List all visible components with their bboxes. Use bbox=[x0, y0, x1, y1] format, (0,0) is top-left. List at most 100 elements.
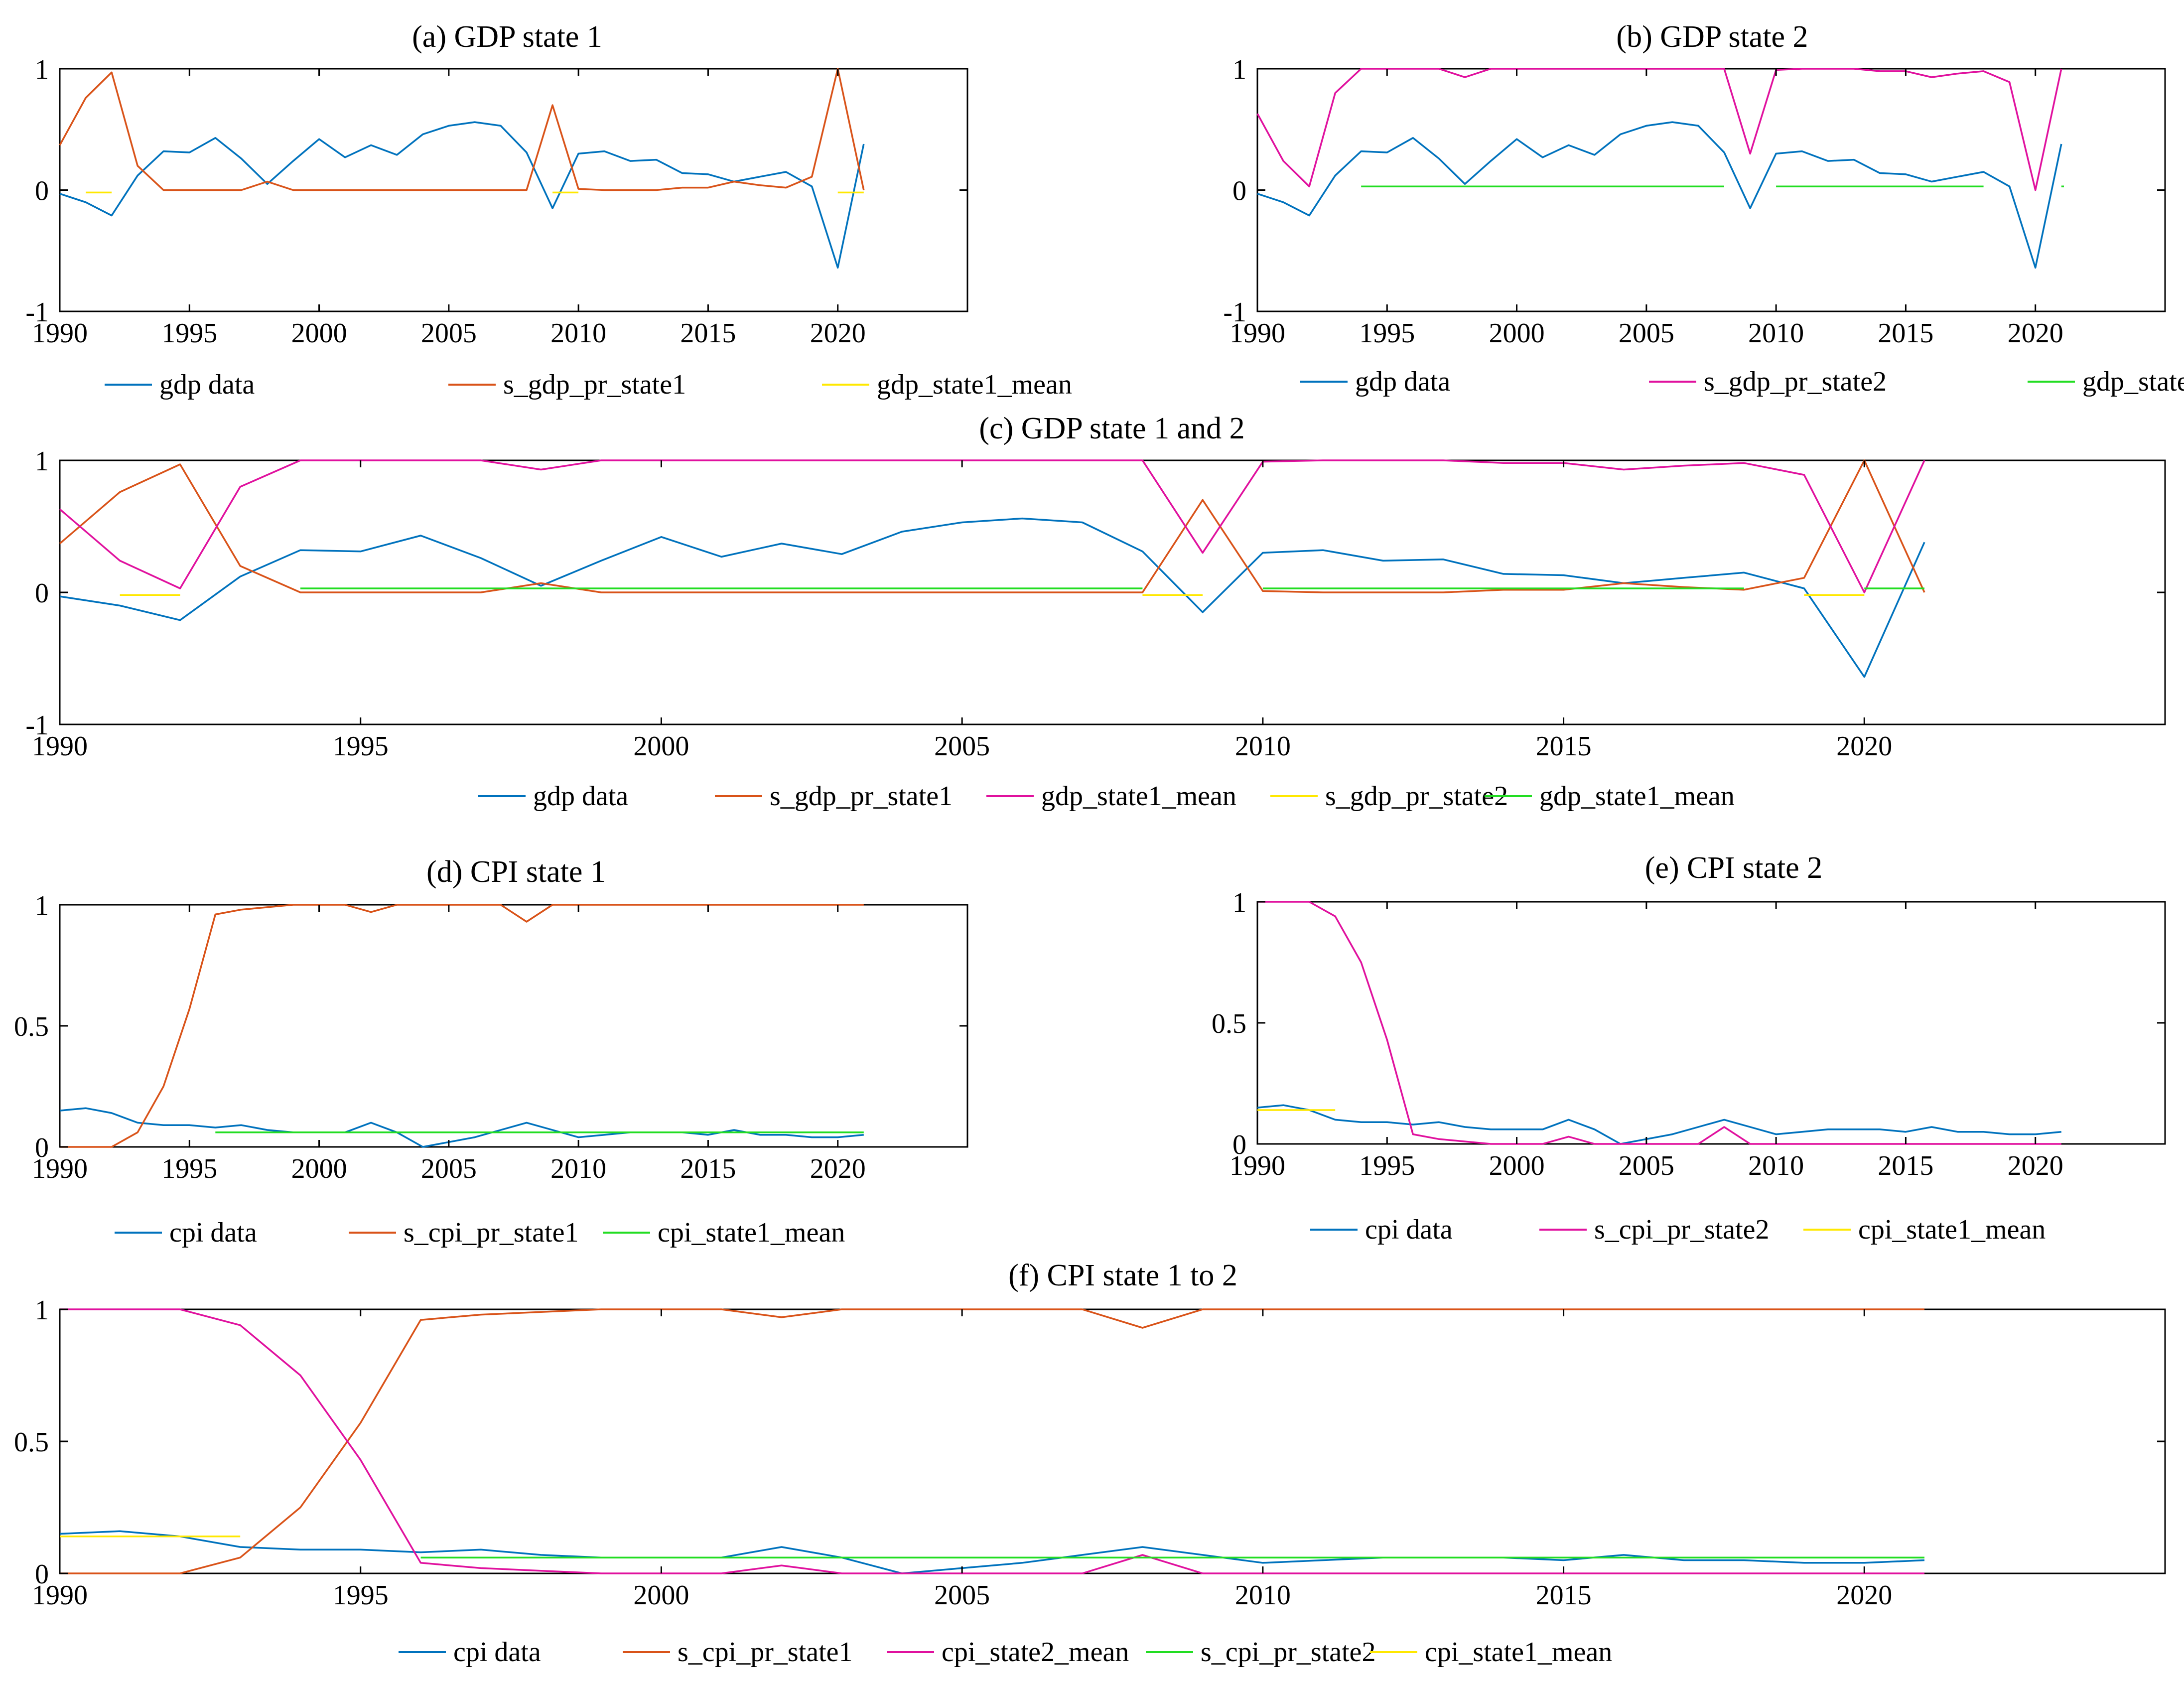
series-line bbox=[59, 459, 1925, 593]
legend-label: s_gdp_pr_state1 bbox=[503, 369, 686, 400]
y-tick-label: -1 bbox=[25, 710, 49, 741]
legend: gdp data s_gdp_pr_state1 gdp_state1_mean s_… bbox=[478, 781, 1735, 812]
x-tick-label: 2005 bbox=[421, 318, 477, 349]
y-tick-label: 0 bbox=[35, 1559, 49, 1590]
axes-box bbox=[1256, 68, 2166, 312]
x-tick-label: 1990 bbox=[32, 1580, 88, 1611]
legend-label: gdp_state1_mean bbox=[877, 369, 1072, 400]
x-tick-label: 1995 bbox=[333, 1580, 389, 1611]
x-tick-label: 2005 bbox=[1619, 1150, 1674, 1181]
y-tick-label: 0 bbox=[1232, 1129, 1246, 1160]
y-tick-label: 0 bbox=[35, 176, 49, 207]
x-tick-label: 2000 bbox=[291, 1153, 347, 1184]
series-line bbox=[60, 1308, 1924, 1574]
x-tick-label: 1995 bbox=[333, 731, 389, 762]
series-line bbox=[60, 904, 864, 1148]
x-tick-label: 2000 bbox=[1489, 1150, 1545, 1181]
panel-title: (f) CPI state 1 to 2 bbox=[1008, 1259, 1237, 1292]
x-axis-ticks: 1990 1995 2000 2005 2010 2015 2020 bbox=[32, 460, 1892, 762]
legend-label: s_cpi_pr_state2 bbox=[1201, 1637, 1375, 1668]
legend-label: cpi data bbox=[169, 1217, 257, 1248]
x-tick-label: 2010 bbox=[1235, 731, 1291, 762]
y-axis-ticks: 1 0 -1 bbox=[1223, 54, 2165, 328]
axes-box bbox=[59, 1308, 2166, 1574]
y-tick-label: 1 bbox=[35, 54, 49, 85]
panel-title: (a) GDP state 1 bbox=[412, 20, 602, 54]
legend: gdp data s_gdp_pr_state2 gdp_state1_mean bbox=[1300, 366, 2184, 397]
x-tick-label: 2015 bbox=[1878, 318, 1933, 349]
series-line bbox=[1257, 901, 2061, 1145]
x-tick-label: 2015 bbox=[1536, 731, 1592, 762]
legend-label: cpi_state1_mean bbox=[1425, 1637, 1612, 1668]
series-line bbox=[59, 459, 1925, 593]
panel-b-gdp-state-2: (b) GDP state 2 1990 1995 2000 2005 2010 2015… bbox=[1223, 20, 2184, 397]
y-tick-label: 0 bbox=[35, 578, 49, 609]
legend-label: s_gdp_pr_state1 bbox=[770, 781, 953, 812]
x-tick-label: 2010 bbox=[1748, 1150, 1804, 1181]
x-tick-label: 1995 bbox=[1359, 1150, 1415, 1181]
panel-title: (e) CPI state 2 bbox=[1645, 851, 1822, 885]
x-tick-label: 2010 bbox=[1235, 1580, 1291, 1611]
axes-box bbox=[59, 904, 968, 1148]
series-line bbox=[59, 68, 865, 191]
y-tick-label: 0 bbox=[1232, 176, 1246, 207]
plot-area bbox=[59, 1308, 1925, 1574]
x-tick-label: 2005 bbox=[934, 1580, 990, 1611]
x-tick-label: 1990 bbox=[1229, 318, 1285, 349]
panel-a-gdp-state-1: (a) GDP state 1 1990 1995 2000 2005 2010 2015… bbox=[25, 20, 1072, 400]
series-line bbox=[59, 121, 865, 269]
legend-label: s_gdp_pr_state2 bbox=[1325, 781, 1508, 812]
plot-area bbox=[1256, 68, 2064, 269]
x-tick-label: 2000 bbox=[633, 1580, 689, 1611]
legend-label: gdp data bbox=[159, 369, 255, 400]
series-line bbox=[1256, 68, 2062, 191]
legend: gdp data s_gdp_pr_state1 gdp_state1_mean bbox=[105, 369, 1072, 400]
x-tick-label: 1995 bbox=[1359, 318, 1415, 349]
legend-label: cpi_state1_mean bbox=[1858, 1214, 2046, 1245]
legend-label: cpi data bbox=[1365, 1214, 1453, 1245]
x-tick-label: 2020 bbox=[2008, 318, 2063, 349]
series-line bbox=[1257, 1104, 2061, 1145]
x-tick-label: 2010 bbox=[550, 318, 606, 349]
series-line bbox=[59, 459, 1925, 593]
x-tick-label: 2015 bbox=[1536, 1580, 1592, 1611]
legend-label: s_cpi_pr_state1 bbox=[404, 1217, 578, 1248]
y-axis-ticks: 10.50 bbox=[1212, 887, 2165, 1160]
x-tick-label: 2020 bbox=[810, 1153, 866, 1184]
x-tick-label: 1995 bbox=[161, 1153, 217, 1184]
x-tick-label: 1995 bbox=[161, 318, 217, 349]
x-tick-label: 2015 bbox=[1878, 1150, 1933, 1181]
y-tick-label: 1 bbox=[35, 890, 49, 921]
legend-label: gdp_state1_mean bbox=[1539, 781, 1735, 812]
legend-label: s_cpi_pr_state2 bbox=[1594, 1214, 1769, 1245]
panel-c-gdp-state-1-and-2: (c) GDP state 1 and 2 1990 1995 2000 2005 20… bbox=[25, 412, 2166, 812]
x-tick-label: 2010 bbox=[550, 1153, 606, 1184]
x-tick-label: 1990 bbox=[1229, 1150, 1285, 1181]
panel-title: (b) GDP state 2 bbox=[1616, 20, 1808, 54]
plot-area bbox=[59, 904, 864, 1148]
legend-label: cpi_state1_mean bbox=[658, 1217, 845, 1248]
series-line bbox=[59, 517, 1925, 678]
series-line bbox=[59, 1530, 1925, 1574]
y-tick-label: 0.5 bbox=[1212, 1008, 1246, 1039]
x-tick-label: 2005 bbox=[1619, 318, 1674, 349]
y-tick-label: 1 bbox=[35, 446, 49, 477]
series-line bbox=[1257, 1104, 2061, 1145]
legend-label: gdp_state1_mean bbox=[2082, 366, 2184, 397]
x-tick-label: 2000 bbox=[633, 731, 689, 762]
x-tick-label: 2020 bbox=[1836, 731, 1892, 762]
x-tick-label: 1990 bbox=[32, 318, 88, 349]
y-axis-ticks: 10.50 bbox=[14, 1295, 2165, 1590]
series-line bbox=[59, 121, 865, 269]
x-tick-label: 2010 bbox=[1748, 318, 1804, 349]
panel-e-cpi-state-2: (e) CPI state 2 1990 1995 2000 2005 2010 2015… bbox=[1212, 851, 2166, 1245]
x-tick-label: 2015 bbox=[680, 1153, 736, 1184]
y-tick-label: 0 bbox=[35, 1132, 49, 1163]
x-tick-label: 2000 bbox=[1489, 318, 1545, 349]
y-tick-label: 0.5 bbox=[14, 1011, 49, 1042]
x-tick-label: 2005 bbox=[934, 731, 990, 762]
x-tick-label: 2020 bbox=[2008, 1150, 2063, 1181]
panel-title: (c) GDP state 1 and 2 bbox=[979, 412, 1244, 445]
plot-area bbox=[1257, 901, 2061, 1145]
